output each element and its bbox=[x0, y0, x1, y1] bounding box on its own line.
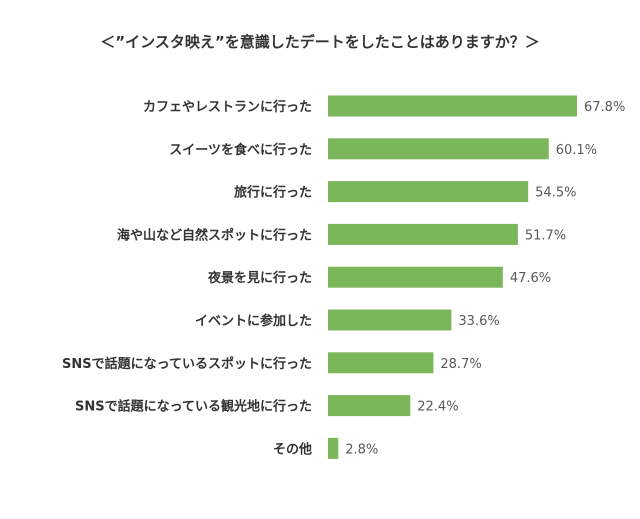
bar bbox=[328, 95, 577, 117]
bar bbox=[328, 309, 452, 331]
category-label: 夜景を見に行った bbox=[207, 270, 312, 286]
category-label: イベントに参加した bbox=[195, 313, 312, 329]
bar bbox=[328, 437, 339, 459]
value-label: 67.8% bbox=[584, 100, 625, 115]
value-label: 2.8% bbox=[345, 442, 378, 457]
category-label: その他 bbox=[273, 441, 312, 457]
bars bbox=[328, 95, 577, 459]
category-label: SNSで話題になっているスポットに行った bbox=[62, 356, 312, 372]
value-label: 47.6% bbox=[510, 271, 551, 286]
value-labels: 67.8% 60.1% 54.5% 51.7% 47.6% 33.6% 28.7% 22.4%… bbox=[345, 100, 625, 457]
bar bbox=[328, 395, 411, 417]
category-label: 旅行に行った bbox=[234, 185, 312, 201]
value-label: 60.1% bbox=[556, 143, 597, 158]
value-label: 51.7% bbox=[525, 228, 566, 243]
bar bbox=[328, 138, 549, 160]
category-label: カフェやレストランに行った bbox=[143, 99, 312, 115]
bar bbox=[328, 181, 529, 203]
category-label: 海や山など自然スポットに行った bbox=[117, 227, 312, 243]
value-label: 54.5% bbox=[535, 186, 576, 201]
bar bbox=[328, 352, 434, 374]
category-labels: カフェやレストランに行ったスイーツを食べに行った旅行に行った海や山など自然スポッ… bbox=[62, 99, 312, 457]
category-label: SNSで話題になっている観光地に行った bbox=[75, 399, 312, 415]
value-label: 22.4% bbox=[417, 400, 458, 415]
bar bbox=[328, 266, 503, 288]
category-label: スイーツを食べに行った bbox=[169, 142, 312, 158]
value-label: 33.6% bbox=[458, 314, 499, 329]
chart-title: ＜”インスタ映え”を意識したデートをしたことはありますか？＞ bbox=[100, 33, 539, 51]
bar bbox=[328, 223, 518, 245]
value-label: 28.7% bbox=[440, 357, 481, 372]
